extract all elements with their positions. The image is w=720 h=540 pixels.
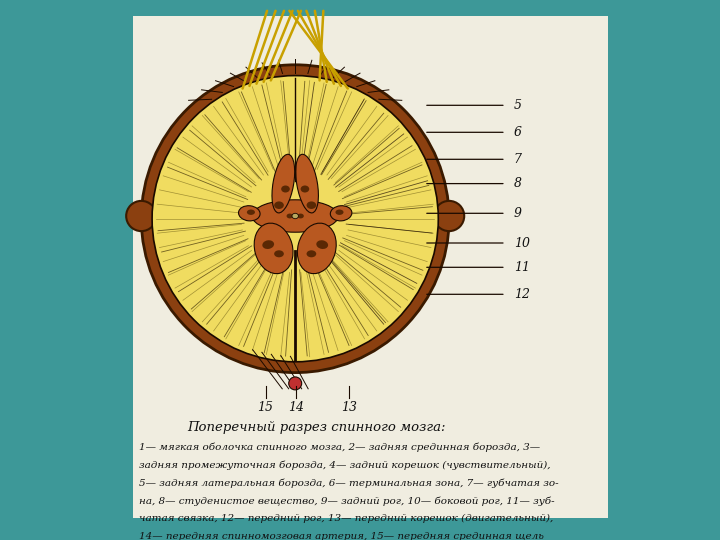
Text: 6: 6 [514,126,522,139]
Ellipse shape [274,251,284,258]
Text: 7: 7 [514,153,522,166]
Circle shape [141,65,449,373]
Text: 10: 10 [514,237,530,249]
Ellipse shape [252,200,338,232]
Ellipse shape [274,201,284,209]
Text: 13: 13 [341,401,357,414]
Ellipse shape [238,206,260,221]
Ellipse shape [307,251,316,258]
Ellipse shape [296,154,318,213]
Text: 1— мягкая оболочка спинного мозга, 2— задняя срединная борозда, 3—: 1— мягкая оболочка спинного мозга, 2— за… [138,443,540,453]
Text: задняя промежуточная борозда, 4— задний корешок (чувствительный),: задняя промежуточная борозда, 4— задний … [138,461,550,470]
Text: на, 8— студенистое вещество, 9— задний рог, 10— боковой рог, 11— зуб-: на, 8— студенистое вещество, 9— задний р… [138,496,554,506]
Ellipse shape [292,213,299,219]
Ellipse shape [247,210,255,215]
Text: 14— передняя спинномозговая артерия, 15— передняя срединная щель: 14— передняя спинномозговая артерия, 15—… [138,532,544,540]
Circle shape [434,201,464,231]
Text: 8: 8 [514,177,522,190]
Circle shape [126,201,156,231]
Bar [133,16,608,518]
Ellipse shape [272,154,294,213]
Ellipse shape [330,206,352,221]
Text: 5— задняя латеральная борозда, 6— терминальная зона, 7— губчатая зо-: 5— задняя латеральная борозда, 6— термин… [138,478,558,488]
Ellipse shape [297,223,336,274]
Text: 9: 9 [514,207,522,220]
Text: 5: 5 [514,99,522,112]
Ellipse shape [287,213,293,218]
Text: 11: 11 [514,261,530,274]
Ellipse shape [262,240,274,249]
Ellipse shape [307,201,316,209]
Ellipse shape [301,186,310,192]
Text: чатая связка, 12— передний рог, 13— передний корешок (двигательный),: чатая связка, 12— передний рог, 13— пере… [138,514,553,523]
Ellipse shape [297,213,304,218]
Text: 14: 14 [288,401,305,414]
Text: Поперечный разрез спинного мозга:: Поперечный разрез спинного мозга: [187,421,446,434]
Ellipse shape [336,210,343,215]
Ellipse shape [282,186,289,192]
Ellipse shape [316,240,328,249]
Text: 15: 15 [258,401,274,414]
Ellipse shape [254,223,293,274]
Circle shape [289,377,302,390]
Circle shape [152,76,438,362]
Text: 12: 12 [514,288,530,301]
